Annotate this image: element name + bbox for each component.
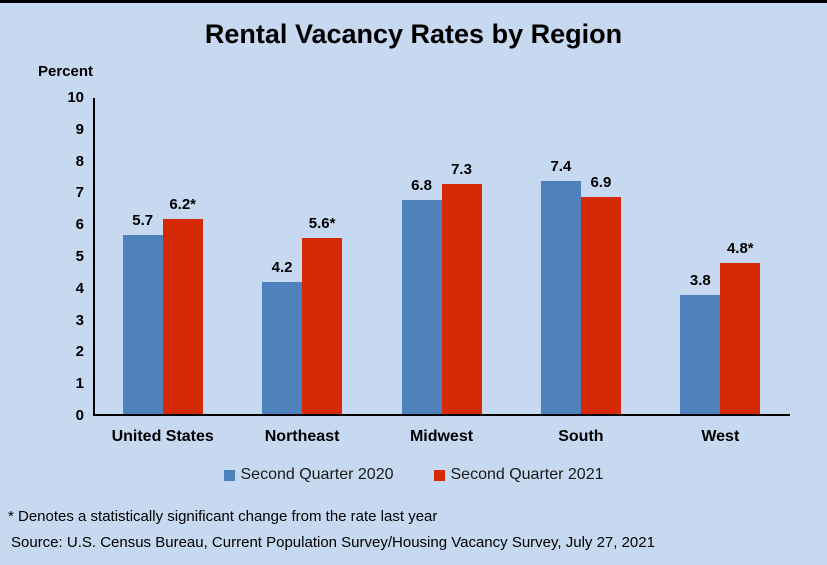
legend-swatch-icon: [433, 469, 445, 481]
bar-value-label: 5.7: [132, 212, 154, 229]
y-tick-label: 1: [75, 375, 84, 393]
bar-value-label: 6.8: [411, 177, 432, 194]
y-tick-label: 7: [75, 184, 84, 202]
bar-value-label: 4.2: [271, 259, 293, 276]
bar-q2-2021: [441, 184, 482, 414]
bar-q2-2020: [680, 295, 721, 414]
bar-q2-2020: [122, 235, 163, 414]
bar-value-label: 6.2*: [169, 196, 197, 213]
x-category-label: Midwest: [409, 428, 474, 445]
x-category-label: West: [701, 428, 740, 445]
bar-value-label: 3.8: [689, 272, 711, 289]
bar-q2-2021: [720, 263, 761, 414]
legend-item: Second Quarter 2020: [223, 466, 394, 484]
bar-q2-2020: [262, 282, 303, 414]
y-tick-label: 10: [67, 89, 84, 106]
x-category-label: South: [558, 428, 604, 445]
source-note: Source: U.S. Census Bureau, Current Popu…: [11, 534, 655, 551]
significance-footnote: * Denotes a statistically significant ch…: [8, 508, 438, 525]
legend: Second Quarter 2020 Second Quarter 2021: [0, 466, 827, 484]
chart-title: Rental Vacancy Rates by Region: [204, 19, 623, 49]
x-category-label: Northeast: [264, 428, 340, 445]
legend-label: Second Quarter 2021: [450, 466, 604, 483]
legend-item: Second Quarter 2021: [433, 466, 604, 484]
y-tick-label: 4: [75, 279, 84, 297]
bar-q2-2021: [580, 197, 621, 414]
plot-area: [93, 98, 790, 416]
bar-value-label: 5.6*: [308, 215, 336, 232]
bar-value-label: 6.9: [590, 174, 612, 191]
bar-q2-2021: [302, 238, 343, 414]
y-tick-label: 0: [75, 407, 84, 424]
y-tick-label: 8: [75, 152, 84, 170]
y-tick-label: 2: [75, 343, 84, 361]
y-tick-label: 9: [75, 120, 84, 138]
bar-value-label: 7.3: [451, 161, 472, 178]
y-tick-label: 6: [75, 216, 84, 234]
legend-label: Second Quarter 2020: [240, 466, 394, 483]
bar-value-label: 7.4: [550, 158, 572, 175]
bar-q2-2021: [162, 219, 203, 414]
bar-q2-2020: [401, 200, 442, 414]
bar-value-label: 4.8*: [726, 240, 754, 257]
y-tick-label: 5: [75, 248, 84, 265]
y-axis-unit-label: Percent: [38, 63, 94, 80]
y-tick-label: 3: [75, 311, 84, 329]
bar-q2-2020: [540, 181, 581, 414]
legend-swatch-icon: [223, 469, 235, 481]
x-category-label: United States: [111, 428, 214, 445]
